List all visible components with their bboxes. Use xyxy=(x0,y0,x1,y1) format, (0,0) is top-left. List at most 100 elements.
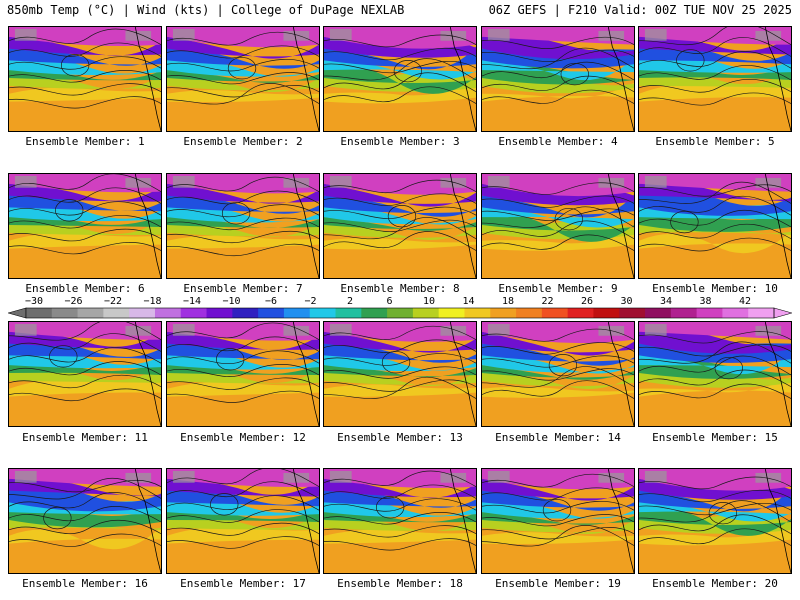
contour-line xyxy=(324,379,476,392)
contour-line xyxy=(167,536,319,549)
contour-line xyxy=(639,341,791,364)
land-shading xyxy=(125,325,152,336)
coastline xyxy=(449,27,476,131)
contour-line xyxy=(639,237,791,252)
contour-line xyxy=(167,190,319,205)
temperature-band xyxy=(482,365,634,380)
land-shading xyxy=(172,470,195,483)
land-shading xyxy=(598,177,625,188)
contour-line xyxy=(324,231,476,251)
temperature-band xyxy=(482,331,634,356)
contour-line xyxy=(167,72,319,85)
contour-line xyxy=(167,322,319,340)
contour-line xyxy=(482,234,634,251)
colorbar-segment xyxy=(232,308,259,318)
contour-line xyxy=(9,361,161,376)
temperature-band xyxy=(639,27,791,45)
contour-line xyxy=(9,479,161,493)
contour-line xyxy=(167,390,319,403)
ensemble-member-map xyxy=(481,321,635,427)
low-pressure-contour xyxy=(216,348,245,371)
temperature-band xyxy=(482,82,634,102)
member-map-graphic xyxy=(482,174,634,278)
contour-line xyxy=(324,353,476,366)
contour-line xyxy=(324,86,476,104)
contour-line xyxy=(324,72,476,93)
temperature-band xyxy=(9,331,161,350)
contour-line xyxy=(639,37,791,57)
contour-line xyxy=(482,368,634,381)
contour-line xyxy=(9,242,161,255)
temperature-band xyxy=(9,27,161,47)
temperature-band xyxy=(639,174,791,192)
contour-line xyxy=(482,487,634,501)
colorbar-tick-label: 14 xyxy=(462,296,475,307)
colorbar-segment xyxy=(387,308,414,318)
colorbar-segment xyxy=(51,308,79,318)
land-shading xyxy=(598,472,625,483)
coastline xyxy=(134,174,161,278)
land-shading xyxy=(487,323,510,336)
temperature-band xyxy=(639,83,791,102)
contour-line xyxy=(639,195,791,216)
contour-line xyxy=(639,489,791,503)
low-pressure-contour xyxy=(548,354,578,377)
contour-line xyxy=(324,206,476,219)
contour-line xyxy=(167,243,319,257)
colorbar-segment xyxy=(283,308,311,318)
contour-line xyxy=(324,512,476,525)
contour-line xyxy=(167,469,319,487)
temperature-band xyxy=(482,373,634,389)
colorbar-tick-label: −18 xyxy=(143,296,162,307)
low-pressure-contour xyxy=(676,49,705,72)
chart-header-valid-time: 06Z GEFS | F210 Valid: 00Z TUE NOV 25 20… xyxy=(488,3,792,17)
contour-line xyxy=(482,182,634,195)
temperature-band xyxy=(639,230,791,254)
colorbar-segment xyxy=(438,308,465,318)
land-shading xyxy=(598,30,625,41)
contour-line xyxy=(482,89,634,104)
temperature-band xyxy=(639,351,791,375)
member-map-graphic xyxy=(167,322,319,426)
land-shading xyxy=(329,28,352,41)
temperature-band xyxy=(639,488,791,512)
temperature-band xyxy=(482,343,634,366)
ensemble-member-label: Ensemble Member: 10 xyxy=(652,282,778,295)
temperature-band xyxy=(9,183,161,202)
contour-line xyxy=(9,322,161,341)
contour-line xyxy=(9,56,161,70)
land-shading xyxy=(125,30,152,41)
contour-line xyxy=(324,538,476,551)
ensemble-member-map xyxy=(481,26,635,132)
contour-line xyxy=(324,193,476,206)
contour-line xyxy=(639,65,791,81)
colorbar-max-arrow xyxy=(773,307,792,319)
contour-line xyxy=(639,27,791,46)
land-shading xyxy=(644,175,667,188)
ensemble-member-map xyxy=(166,468,320,574)
land-shading xyxy=(644,28,667,41)
ensemble-member-map xyxy=(323,468,477,574)
ensemble-member-map xyxy=(166,173,320,279)
colorbar-segment xyxy=(129,308,156,318)
low-pressure-contour xyxy=(542,499,572,522)
coastline xyxy=(292,469,319,573)
temperature-band xyxy=(324,60,476,80)
colorbar-tick-label: 22 xyxy=(541,296,554,307)
colorbar-segment xyxy=(670,308,698,318)
colorbar-segment xyxy=(361,308,388,318)
colorbar-segment xyxy=(490,308,517,318)
contour-line xyxy=(167,217,319,231)
temperature-band xyxy=(167,478,319,497)
contour-line xyxy=(324,325,476,340)
contour-line xyxy=(482,36,634,49)
contour-line xyxy=(167,176,319,192)
member-map-graphic xyxy=(324,469,476,573)
temperature-band xyxy=(167,48,319,69)
temperature-band xyxy=(482,79,634,131)
member-map-graphic xyxy=(9,469,161,573)
contour-line xyxy=(639,223,791,240)
contour-line xyxy=(482,206,634,228)
member-map-graphic xyxy=(482,469,634,573)
ensemble-member-label: Ensemble Member: 7 xyxy=(183,282,303,295)
